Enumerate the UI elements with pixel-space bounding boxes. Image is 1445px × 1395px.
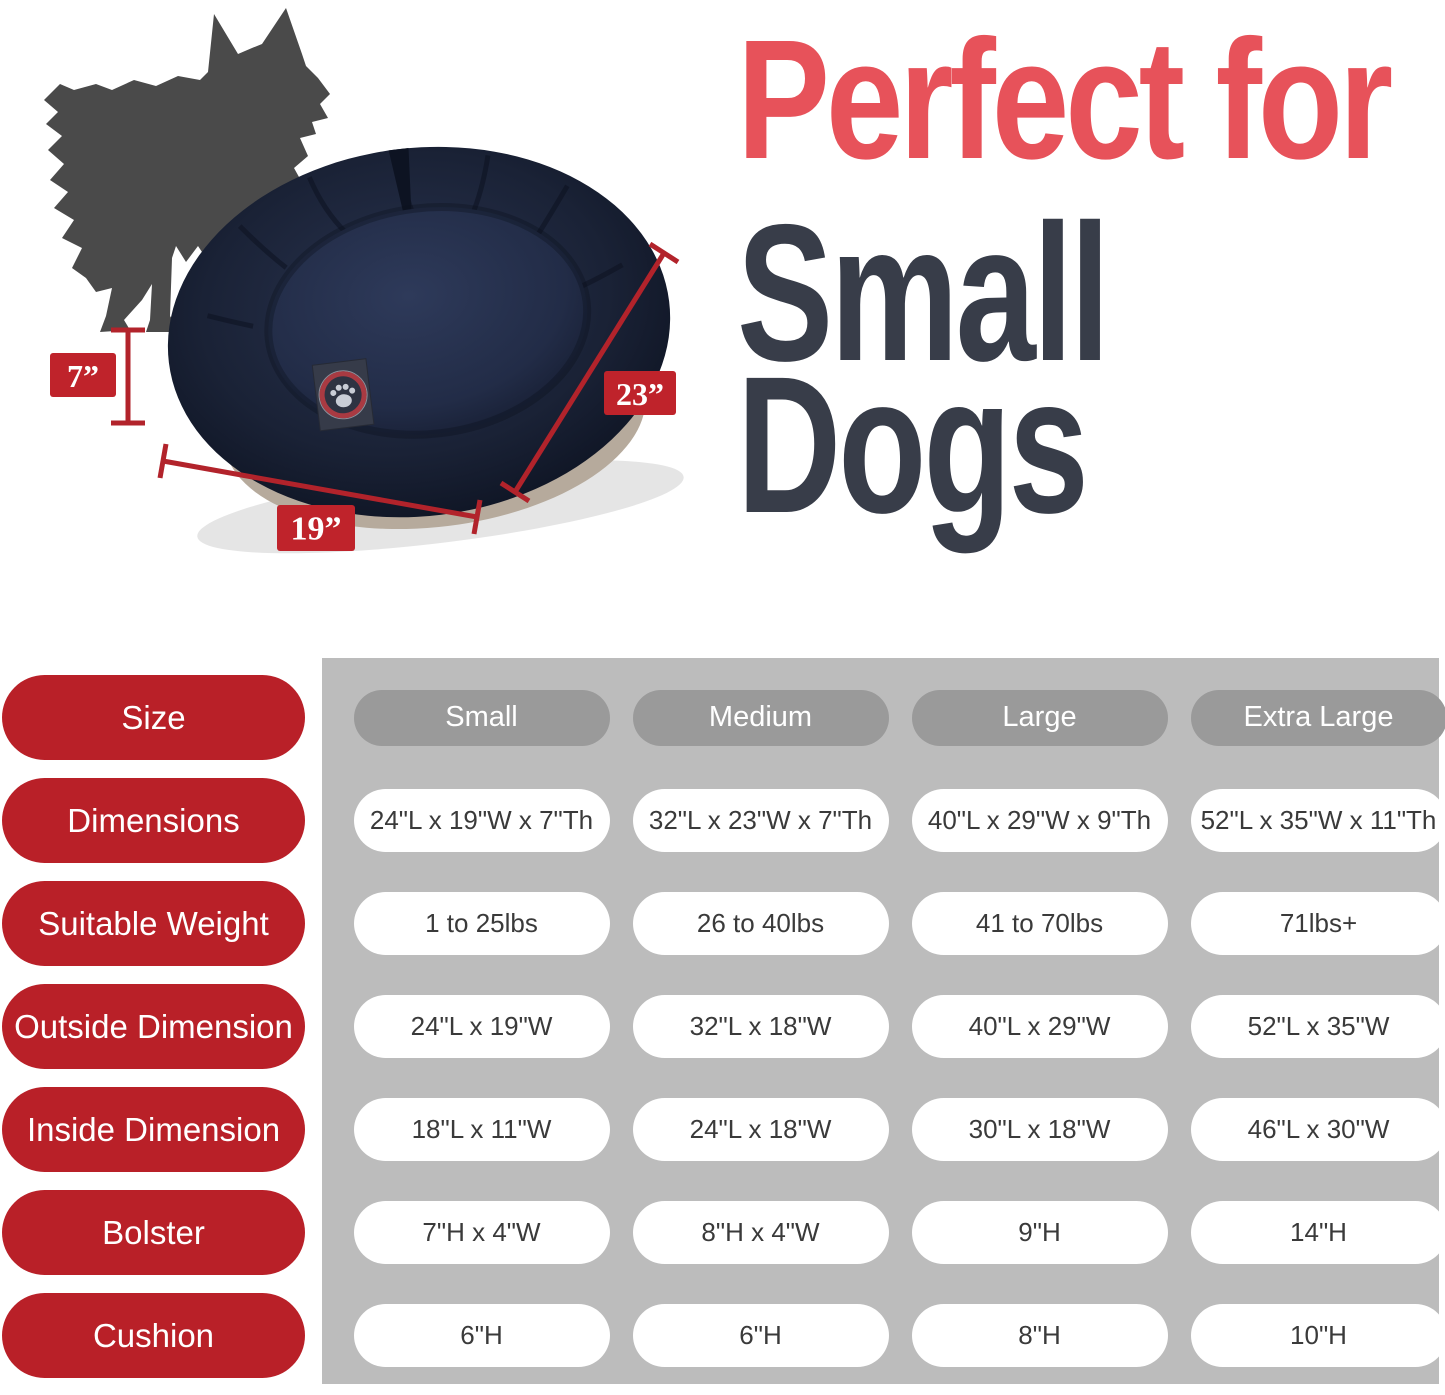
cell-weight-medium: 26 to 40lbs [632,892,889,955]
cell-cushion-medium: 6"H [632,1304,889,1367]
height-dimension-label: 7” [50,353,116,397]
row-label-bolster: Bolster [2,1190,305,1275]
width-dimension-line [157,443,483,535]
cell-inside-medium: 24"L x 18"W [632,1098,889,1161]
cell-weight-large: 41 to 70lbs [911,892,1168,955]
column-header-medium: Medium [632,689,889,746]
cell-bolster-large: 9"H [911,1201,1168,1264]
cell-inside-extra-large: 46"L x 30"W [1190,1098,1445,1161]
cell-inside-large: 30"L x 18"W [911,1098,1168,1161]
headline-line-2: Small [737,184,1110,402]
cell-cushion-large: 8"H [911,1304,1168,1367]
cell-cushion-extra-large: 10"H [1190,1304,1445,1367]
height-value: 7” [67,358,99,394]
cell-weight-small: 1 to 25lbs [353,892,610,955]
cell-dimensions-medium: 32"L x 23"W x 7"Th [632,789,889,852]
row-label-outside-dimension: Outside Dimension [2,984,305,1069]
row-label-size: Size [2,675,305,760]
length-dimension-label: 23” [604,371,676,415]
column-header-extra-large: Extra Large [1190,689,1445,746]
row-label-cushion: Cushion [2,1293,305,1378]
row-label-suitable-weight: Suitable Weight [2,881,305,966]
cell-bolster-medium: 8"H x 4"W [632,1201,889,1264]
size-chart-panel: Small Medium Large Extra Large 24"L x 19… [322,658,1445,1384]
height-dimension-line [111,327,145,426]
row-label-dimensions: Dimensions [2,778,305,863]
brand-patch [311,358,375,432]
cell-outside-large: 40"L x 29"W [911,995,1168,1058]
dog-bed-image [167,146,684,554]
size-chart-row-labels: Size Dimensions Suitable Weight Outside … [2,675,305,1395]
cell-dimensions-small: 24"L x 19"W x 7"Th [353,789,610,852]
headline-line-1: Perfect for [737,5,1393,195]
cell-dimensions-extra-large: 52"L x 35"W x 11"Th [1190,789,1445,852]
cell-weight-extra-large: 71lbs+ [1190,892,1445,955]
cell-cushion-small: 6"H [353,1304,610,1367]
length-value: 23” [616,376,664,412]
length-dimension-line [499,241,680,504]
cell-outside-extra-large: 52"L x 35"W [1190,995,1445,1058]
cell-inside-small: 18"L x 11"W [353,1098,610,1161]
cell-bolster-small: 7"H x 4"W [353,1201,610,1264]
row-label-inside-dimension: Inside Dimension [2,1087,305,1172]
width-dimension-label: 19” [277,505,355,551]
column-header-large: Large [911,689,1168,746]
width-value: 19” [291,511,342,548]
cell-dimensions-large: 40"L x 29"W x 9"Th [911,789,1168,852]
paw-icon [330,383,356,408]
cell-bolster-extra-large: 14"H [1190,1201,1445,1264]
headline-line-3: Dogs [737,336,1089,554]
product-diagram: 7” 23” 19” [44,8,684,554]
cell-outside-small: 24"L x 19"W [353,995,610,1058]
cell-outside-medium: 32"L x 18"W [632,995,889,1058]
column-header-small: Small [353,689,610,746]
